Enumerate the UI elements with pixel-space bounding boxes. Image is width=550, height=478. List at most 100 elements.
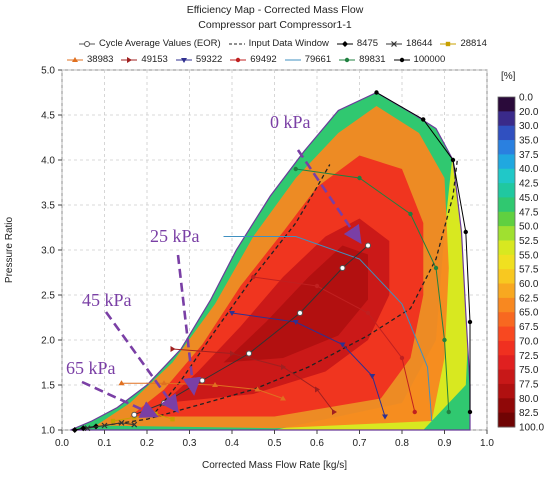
- colorbar-swatch: [498, 383, 515, 399]
- speed-point: [118, 419, 125, 426]
- x-tick-label: 0.6: [310, 438, 324, 449]
- legend-item: 89831: [338, 54, 386, 65]
- colorbar-tick-label: 77.5: [519, 379, 539, 390]
- colorbar-tick-label: 37.5: [519, 150, 539, 161]
- pressure-label-3: 65 kPa: [66, 358, 116, 378]
- colorbar-swatch: [498, 97, 515, 112]
- speed-point: [251, 274, 256, 280]
- legend-swatch: [336, 40, 353, 47]
- input-window-lower: [104, 159, 458, 427]
- speed-point: [332, 409, 337, 415]
- colorbar-tick-label: 45.0: [519, 193, 539, 204]
- y-tick-label: 2.0: [41, 336, 55, 347]
- speed-line-path: [376, 92, 471, 412]
- legend-item: 28814: [439, 38, 487, 49]
- legend-swatch: [67, 56, 83, 62]
- axes: 0.0 0.1 0.2 0.3 0.4 0.5 0.6 0.7 0.8 0.9 1.0 1.0 1.5 2…: [41, 66, 494, 450]
- speed-point: [446, 409, 451, 415]
- x-tick-label: 0.1: [98, 438, 112, 449]
- colorbar-tick-label: 42.5: [519, 179, 539, 190]
- cycle-average-point: [199, 377, 206, 384]
- speed-point: [254, 386, 261, 392]
- legend-swatch: [393, 57, 410, 62]
- legend-label: 49153: [141, 54, 168, 65]
- legend-item: 49153: [120, 54, 168, 65]
- speed-line-79661: [223, 236, 433, 422]
- colorbar-unit: [%]: [501, 71, 516, 82]
- y-tick-label: 5.0: [41, 66, 55, 77]
- legend-item: Input Data Window: [228, 38, 329, 49]
- cycle-average-point: [246, 350, 252, 357]
- legend-label: 18644: [406, 38, 433, 49]
- speed-point: [84, 425, 91, 432]
- legend-label: 59322: [195, 54, 223, 65]
- speed-point: [293, 166, 298, 172]
- colorbar-tick-label: 67.5: [519, 322, 539, 333]
- pressure-arrow-0: [296, 149, 362, 245]
- colorbar-swatch: [498, 226, 515, 241]
- colorbar-swatch: [498, 125, 515, 141]
- speed-point: [374, 90, 379, 95]
- speed-point: [433, 265, 439, 271]
- speed-point: [408, 211, 413, 217]
- legend-item: 69492: [229, 54, 277, 65]
- y-tick-label: 4.5: [41, 111, 55, 122]
- pressure-label-2: 45 kPa: [82, 290, 132, 310]
- map-boundary: [70, 91, 471, 431]
- speed-point: [399, 355, 405, 361]
- legend-swatch: [230, 57, 247, 62]
- legend-label: 38983: [87, 54, 114, 65]
- map-region-choke: [274, 151, 470, 430]
- contour-clip: [70, 92, 470, 430]
- speed-point: [229, 311, 235, 316]
- pressure-label-0: 0 kPa: [270, 112, 311, 132]
- colorbar-tick-label: 70.0: [519, 336, 539, 347]
- colorbar-tick-label: 100.0: [519, 423, 544, 434]
- x-tick-label: 0.0: [55, 438, 69, 449]
- legend-label: 89831: [359, 54, 386, 65]
- colorbar-tick-label: 52.5: [519, 236, 539, 247]
- y-tick-label: 2.5: [41, 291, 55, 302]
- legend-label: 69492: [250, 54, 277, 65]
- x-tick-label: 0.7: [353, 438, 367, 449]
- speed-point: [71, 427, 78, 433]
- legend-row-2: 38983 49153 59322 69492 79661 89831 100000: [66, 54, 452, 67]
- legend-marker: [399, 57, 404, 62]
- speed-point: [421, 117, 426, 122]
- cycle-average-point: [365, 242, 371, 249]
- speed-line-path: [295, 168, 450, 413]
- colorbar-swatch: [498, 240, 515, 256]
- speed-point: [467, 319, 473, 325]
- y-tick-label: 1.0: [41, 426, 55, 437]
- legend-label: 28814: [460, 38, 487, 49]
- colorbar-frame: [497, 96, 516, 428]
- legend-swatch: [228, 43, 245, 44]
- legend-item: 18644: [385, 38, 432, 49]
- colorbar-swatch: [498, 355, 515, 371]
- speed-point: [110, 418, 116, 424]
- speed-point: [412, 409, 417, 415]
- colorbar-tick-label: 82.5: [519, 408, 539, 419]
- speed-point: [450, 157, 456, 163]
- speed-line-69492: [251, 274, 417, 415]
- speed-point: [369, 374, 376, 379]
- legend-swatch: [440, 41, 457, 46]
- speed-point: [131, 421, 138, 428]
- legend-swatch: [284, 59, 301, 60]
- speed-line-18644: [84, 419, 138, 432]
- legend-swatch: [339, 57, 356, 62]
- speed-line-100000: [374, 90, 473, 415]
- colorbar-swatch: [498, 140, 515, 155]
- speed-point: [118, 380, 125, 386]
- colorbar: [%]0.0 20.0 30.0 35.0 37.5 40.0 42.5 45.0 47.5 50…: [497, 71, 544, 434]
- colorbar-swatch: [498, 297, 515, 313]
- legend-swatch: [79, 40, 95, 47]
- legend-item: 59322: [175, 54, 222, 65]
- y-tick-label: 3.5: [41, 201, 55, 212]
- speed-point: [315, 386, 320, 393]
- speed-line-59322: [229, 311, 388, 420]
- colorbar-swatch: [498, 312, 515, 328]
- colorbar-swatch: [498, 254, 515, 270]
- x-tick-label: 0.3: [183, 438, 197, 449]
- x-tick-label: 0.2: [140, 438, 154, 449]
